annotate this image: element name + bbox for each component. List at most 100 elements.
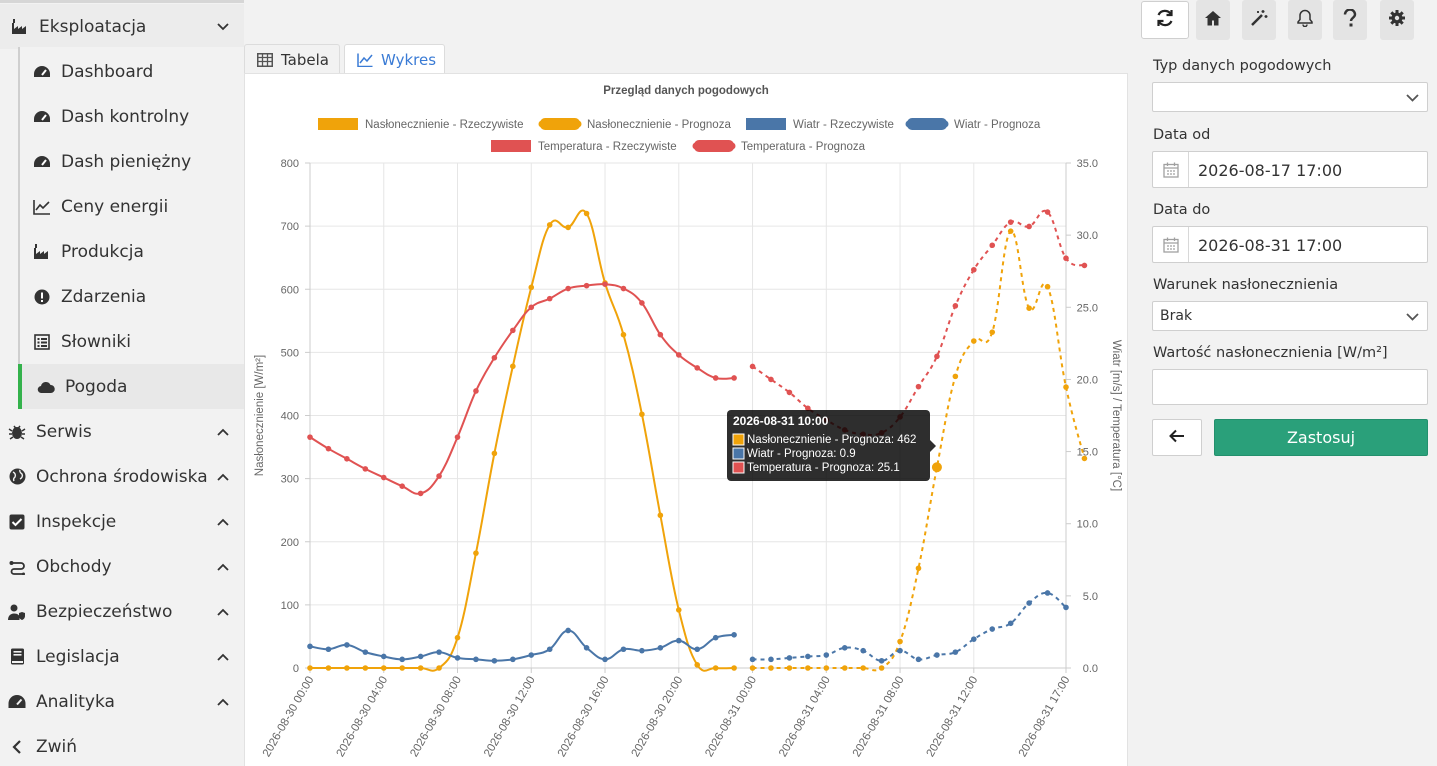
chevron-up-icon <box>216 650 230 664</box>
insolation-condition-select[interactable]: Brak <box>1152 301 1428 331</box>
date-from-field[interactable]: 2026-08-17 17:00 <box>1152 151 1428 188</box>
series-point <box>583 282 590 289</box>
sidebar-group-legislacja[interactable]: Legislacja <box>0 634 244 679</box>
legend-label: Wiatr - Rzeczywiste <box>793 119 894 131</box>
series-line <box>310 209 735 672</box>
series-point <box>620 646 627 653</box>
series-point <box>399 665 405 671</box>
question-icon <box>1343 8 1357 31</box>
sidebar-collapse[interactable]: Zwiń <box>0 724 244 766</box>
tick-label-right: 0.0 <box>1083 663 1098 675</box>
tab-tabela[interactable]: Tabela <box>244 44 340 74</box>
chart-panel: Przegląd danych pogodowych Nasłonecznieni… <box>244 73 1128 766</box>
sidebar-item-ceny-energii[interactable]: Ceny energii <box>20 184 244 229</box>
insolation-value-input[interactable] <box>1152 369 1428 405</box>
series-point <box>1081 455 1088 462</box>
tooltip-swatch <box>732 447 745 460</box>
sidebar-item-zdarzenia[interactable]: Zdarzenia <box>20 274 244 319</box>
series-line <box>752 591 1067 662</box>
weather-type-select[interactable] <box>1152 82 1428 112</box>
refresh-button[interactable] <box>1141 1 1189 39</box>
series-point <box>1044 209 1051 215</box>
notifications-button[interactable] <box>1288 0 1322 40</box>
help-button[interactable] <box>1333 0 1367 40</box>
date-from-label: Data od <box>1153 127 1211 143</box>
tick-label-left: 300 <box>281 474 299 486</box>
sidebar-group-inspekcje[interactable]: Inspekcje <box>0 499 244 544</box>
series-point <box>841 665 848 671</box>
series-point <box>602 281 608 287</box>
sidebar-group-label: Serwis <box>36 421 92 442</box>
sidebar-item-dash-pieniezny[interactable]: Dash pieniężny <box>20 139 244 184</box>
tick-label-bottom: 2026-08-30 08:00 <box>408 675 464 760</box>
series-point <box>1081 262 1088 269</box>
sidebar-group-label: Obchody <box>36 556 112 577</box>
table-icon <box>257 52 273 68</box>
sidebar-group-bezpieczenstwo[interactable]: Bezpieczeństwo <box>0 589 244 634</box>
series-point <box>436 649 442 655</box>
series-point <box>639 300 645 306</box>
legend-label: Nasłonecznienie - Prognoza <box>587 119 731 131</box>
sidebar-top-divider <box>0 0 244 3</box>
series-point <box>1026 223 1032 230</box>
series-point <box>860 665 866 671</box>
series-point <box>325 445 332 452</box>
tooltip-box <box>727 410 930 481</box>
sidebar-group-label: Eksploatacja <box>39 16 147 37</box>
filter-panel: Typ danych pogodowych Data od 2026-08-17… <box>1129 0 1437 766</box>
legend-swatch-dot <box>538 120 546 128</box>
legend-swatch-dot <box>565 120 573 128</box>
sidebar-item-dash-kontrolny[interactable]: Dash kontrolny <box>20 94 244 139</box>
series-point <box>307 643 313 650</box>
sidebar-group-analityka[interactable]: Analityka <box>0 679 244 724</box>
sidebar-item-slowniki[interactable]: Słowniki <box>20 319 244 364</box>
chevron-up-icon <box>216 605 230 619</box>
y-axis-title-right: Wiatr [m/s] / Temperatura [°C] <box>1110 340 1122 491</box>
weather-type-label: Typ danych pogodowych <box>1153 58 1332 74</box>
tab-wykres[interactable]: Wykres <box>344 44 445 75</box>
sidebar-group-ochrona-srodowiska[interactable]: Ochrona środowiska <box>0 454 244 499</box>
series-point <box>952 649 959 655</box>
settings-button[interactable] <box>1380 0 1414 40</box>
bell-icon <box>1297 9 1313 31</box>
gear-icon <box>1388 9 1406 31</box>
series-point <box>1063 255 1069 262</box>
sidebar-group-serwis[interactable]: Serwis <box>0 409 244 454</box>
magic-wand-button[interactable] <box>1242 0 1276 40</box>
date-to-label: Data do <box>1153 202 1211 218</box>
series-point <box>1007 620 1014 627</box>
weather-chart[interactable]: Przegląd danych pogodowych Nasłonecznieni… <box>245 74 1127 766</box>
tick-label-left: 700 <box>281 221 299 233</box>
tick-label-bottom: 2026-08-31 00:00 <box>703 675 759 760</box>
chart-title: Przegląd danych pogodowych <box>603 85 769 97</box>
tachometer-icon <box>8 693 26 711</box>
sidebar-item-dashboard[interactable]: Dashboard <box>20 49 244 94</box>
series-point <box>307 434 313 440</box>
sidebar-group-obchody[interactable]: Obchody <box>0 544 244 589</box>
sidebar: Eksploatacja Dashboard Dash kontrolny Da… <box>0 0 244 766</box>
series-point <box>915 656 922 663</box>
legend-swatch-dot <box>905 120 913 128</box>
insolation-value-label: Wartość nasłonecznienia [W/m²] <box>1153 345 1388 361</box>
series-line <box>752 230 1086 672</box>
series-point <box>657 645 664 651</box>
date-to-field[interactable]: 2026-08-31 17:00 <box>1152 226 1428 263</box>
user-shield-icon <box>8 603 26 621</box>
tick-label-right: 35.0 <box>1077 158 1098 170</box>
legend-label: Nasłonecznienie - Rzeczywiste <box>365 119 524 131</box>
sidebar-group-eksploatacja[interactable]: Eksploatacja <box>0 4 244 49</box>
tooltip-line: Temperatura - Prognoza: 25.1 <box>747 462 900 474</box>
series-point <box>878 665 885 671</box>
tooltip-line: Wiatr - Prognoza: 0.9 <box>747 448 856 460</box>
tick-label-bottom: 2026-08-31 04:00 <box>777 675 833 760</box>
sidebar-item-produkcja[interactable]: Produkcja <box>20 229 244 274</box>
sidebar-item-pogoda[interactable]: Pogoda <box>18 364 244 409</box>
tab-label: Tabela <box>281 50 329 69</box>
legend-swatch-dot <box>710 142 718 150</box>
legend-label: Wiatr - Prognoza <box>954 119 1041 131</box>
apply-button[interactable]: Zastosuj <box>1214 419 1428 456</box>
home-button[interactable] <box>1196 0 1230 40</box>
series-point <box>620 285 627 292</box>
back-button[interactable] <box>1152 419 1202 456</box>
legend-swatch-dot <box>941 120 949 128</box>
